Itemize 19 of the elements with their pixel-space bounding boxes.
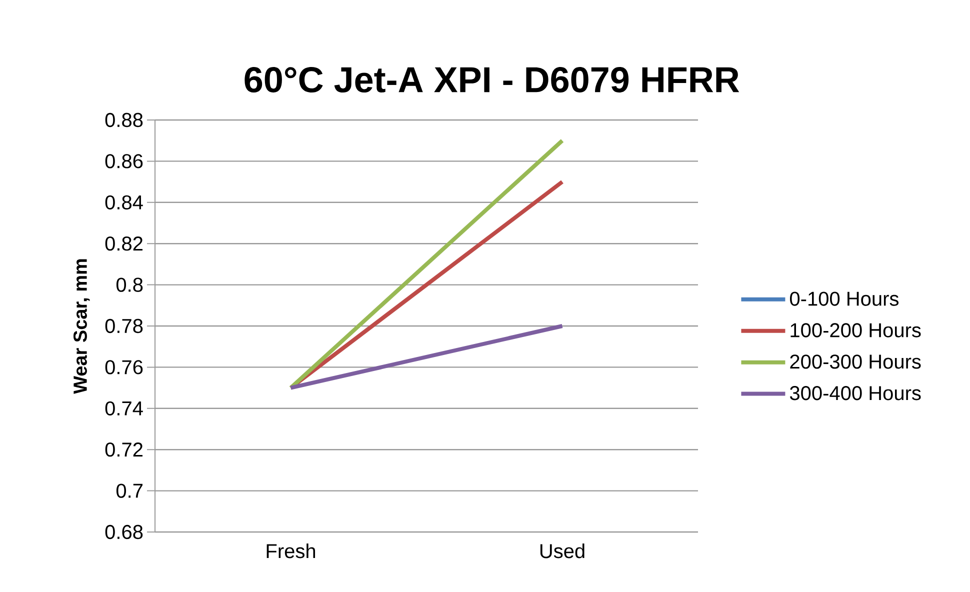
y-tick-label: 0.8 [116, 278, 143, 292]
chart-title: 60°C Jet-A XPI - D6079 HFRR [244, 67, 740, 93]
x-tick-label: Used [540, 544, 584, 558]
y-tick-label: 0.74 [105, 401, 143, 416]
y-tick-label: 0.78 [105, 318, 143, 334]
y-tick-label: 0.72 [105, 442, 142, 457]
legend-label: 0-100 Hours [790, 292, 899, 306]
y-tick-label: 0.76 [105, 360, 143, 374]
legend-label: 200-300 Hours [790, 354, 921, 369]
y-tick-label: 0.86 [105, 154, 143, 168]
y-tick-label: 0.7 [116, 484, 142, 498]
x-tick-label: Fresh [266, 544, 316, 558]
y-axis-title: Wear Scar, mm [74, 259, 90, 394]
y-tick-label: 0.68 [105, 524, 143, 540]
legend-label: 100-200 Hours [790, 323, 921, 338]
y-tick-label: 0.88 [105, 112, 143, 128]
y-tick-label: 0.84 [105, 195, 143, 210]
y-tick-label: 0.82 [105, 236, 142, 251]
legend-label: 300-400 Hours [790, 386, 921, 400]
